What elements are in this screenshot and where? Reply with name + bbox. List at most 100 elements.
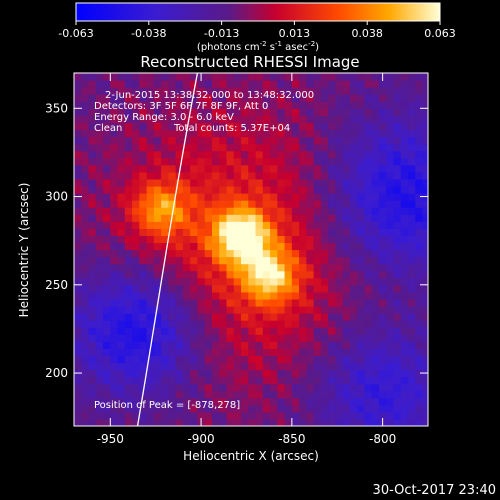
heatmap-cell: [95, 362, 104, 371]
heatmap-cell: [204, 129, 213, 138]
heatmap-cell: [161, 164, 169, 173]
heatmap-cell: [117, 150, 126, 159]
heatmap-cell: [371, 256, 380, 265]
heatmap-cell: [219, 108, 228, 116]
heatmap-cell: [241, 334, 249, 342]
heatmap-cell: [270, 221, 278, 229]
heatmap-cell: [146, 362, 155, 371]
heatmap-cell: [81, 369, 90, 378]
heatmap-cell: [262, 390, 271, 399]
annotation-time-range: 2-Jun-2015 13:38:32.000 to 13:48:32.000: [105, 90, 314, 101]
heatmap-cell: [219, 207, 228, 215]
heatmap-cell: [146, 334, 155, 342]
heatmap-cell: [393, 270, 402, 279]
heatmap-cell: [400, 284, 409, 293]
heatmap-cell: [110, 263, 119, 272]
heatmap-cell: [313, 418, 322, 426]
heatmap-cell: [117, 157, 126, 166]
heatmap-cell: [117, 242, 126, 251]
heatmap-cell: [226, 129, 235, 138]
heatmap-cell: [386, 108, 395, 116]
heatmap-cell: [175, 277, 184, 286]
heatmap-cell: [146, 390, 155, 399]
heatmap-cell: [357, 369, 366, 378]
heatmap-cell: [233, 200, 242, 208]
heatmap-cell: [364, 418, 373, 426]
heatmap-cell: [110, 305, 119, 314]
heatmap-cell: [168, 115, 177, 124]
heatmap-cell: [320, 298, 329, 307]
heatmap-cell: [81, 94, 90, 102]
heatmap-cell: [270, 305, 278, 314]
heatmap-cell: [211, 270, 220, 279]
heatmap-cell: [328, 214, 337, 222]
heatmap-cell: [241, 390, 249, 399]
heatmap-cell: [139, 150, 148, 159]
heatmap-cell: [378, 94, 387, 102]
heatmap-cell: [233, 115, 242, 124]
heatmap-cell: [139, 129, 148, 138]
heatmap-cell: [233, 73, 242, 81]
x-axis-label: Heliocentric X (arcsec): [183, 449, 319, 463]
heatmap-cell: [233, 362, 242, 371]
heatmap-cell: [262, 164, 271, 173]
heatmap-cell: [81, 404, 90, 413]
heatmap-cell: [146, 73, 155, 81]
heatmap-cell: [357, 341, 366, 349]
heatmap-cell: [270, 390, 278, 399]
heatmap-cell: [277, 228, 286, 236]
heatmap-cell: [408, 115, 416, 124]
heatmap-cell: [81, 341, 90, 349]
heatmap-cell: [197, 411, 206, 420]
heatmap-cell: [175, 376, 184, 385]
heatmap-cell: [299, 115, 307, 124]
heatmap-cell: [182, 94, 191, 102]
heatmap-cell: [306, 242, 315, 251]
heatmap-cell: [248, 221, 257, 229]
heatmap-cell: [291, 94, 300, 102]
heatmap-cell: [371, 277, 380, 286]
heatmap-cell: [241, 178, 249, 187]
heatmap-cell: [400, 157, 409, 166]
heatmap-cell: [270, 185, 278, 194]
colorbar-tick-1: -0.038: [131, 27, 166, 40]
heatmap-cell: [306, 284, 315, 293]
heatmap-cell: [103, 129, 111, 138]
heatmap-cell: [132, 313, 140, 321]
heatmap-cell: [132, 355, 140, 364]
heatmap-cell: [204, 327, 213, 335]
heatmap-cell: [175, 291, 184, 300]
heatmap-cell: [211, 94, 220, 102]
heatmap-cell: [386, 200, 395, 208]
heatmap-cell: [262, 397, 271, 406]
heatmap-cell: [386, 193, 395, 201]
heatmap-cell: [241, 157, 249, 166]
heatmap-cell: [190, 157, 199, 166]
heatmap-cell: [422, 150, 428, 159]
heatmap-cell: [291, 369, 300, 378]
heatmap-cell: [175, 305, 184, 314]
heatmap-cell: [400, 214, 409, 222]
heatmap-cell: [204, 362, 213, 371]
heatmap-cell: [306, 214, 315, 222]
heatmap-cell: [103, 348, 111, 356]
heatmap-cell: [270, 362, 278, 371]
heatmap-cell: [357, 277, 366, 286]
heatmap-cell: [262, 73, 271, 81]
heatmap-cell: [277, 185, 286, 194]
heatmap-cell: [255, 242, 264, 251]
heatmap-cell: [81, 214, 90, 222]
heatmap-cell: [306, 157, 315, 166]
heatmap-cell: [291, 73, 300, 81]
heatmap-cell: [161, 157, 169, 166]
heatmap-cell: [378, 341, 387, 349]
heatmap-cell: [349, 369, 358, 378]
heatmap-cell: [270, 207, 278, 215]
heatmap-cell: [291, 207, 300, 215]
heatmap-cell: [204, 284, 213, 293]
heatmap-cell: [378, 193, 387, 201]
heatmap-cell: [124, 129, 133, 138]
heatmap-cell: [415, 157, 424, 166]
heatmap-cell: [81, 108, 90, 116]
heatmap-cell: [415, 355, 424, 364]
